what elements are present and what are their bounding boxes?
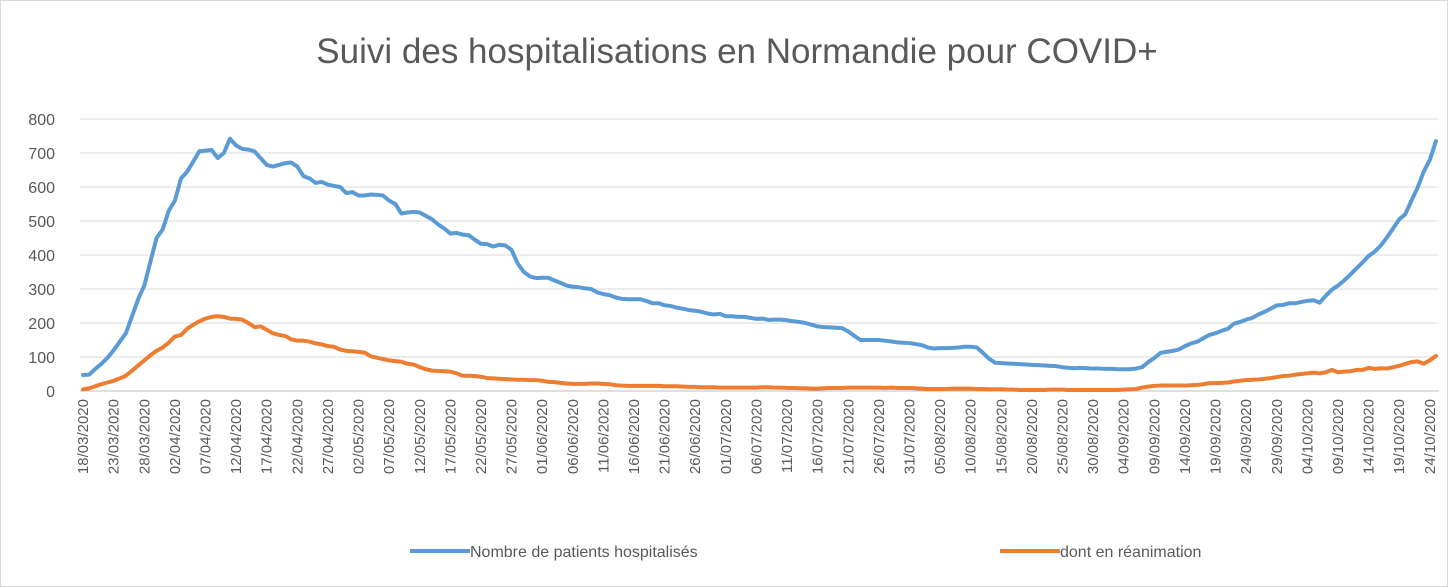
x-tick-label: 12/04/2020 xyxy=(228,399,245,474)
x-tick-label: 05/08/2020 xyxy=(932,399,949,474)
x-tick-label: 11/07/2020 xyxy=(779,399,796,473)
legend-label: Nombre de patients hospitalisés xyxy=(470,544,698,561)
x-tick-label: 17/05/2020 xyxy=(442,399,459,474)
x-tick-label: 19/10/2020 xyxy=(1391,399,1408,474)
x-tick-label: 24/10/2020 xyxy=(1422,399,1439,474)
x-tick-label: 19/09/2020 xyxy=(1208,399,1225,474)
x-tick-label: 15/08/2020 xyxy=(993,399,1010,474)
x-tick-label: 20/08/2020 xyxy=(1024,399,1041,474)
y-tick-label: 500 xyxy=(28,214,55,231)
x-tick-label: 31/07/2020 xyxy=(901,399,918,474)
x-tick-label: 07/05/2020 xyxy=(381,399,398,474)
y-tick-label: 0 xyxy=(46,384,55,401)
legend-label: dont en réanimation xyxy=(1060,544,1201,561)
x-tick-label: 06/07/2020 xyxy=(748,399,765,474)
x-tick-label: 01/07/2020 xyxy=(718,399,735,474)
x-tick-label: 21/06/2020 xyxy=(657,399,674,474)
x-tick-label: 09/10/2020 xyxy=(1330,399,1347,474)
x-tick-label: 16/06/2020 xyxy=(626,399,643,474)
y-tick-label: 600 xyxy=(28,180,55,197)
x-tick-label: 18/03/2020 xyxy=(75,399,92,474)
x-tick-label: 04/09/2020 xyxy=(1116,399,1133,474)
chart-title: Suivi des hospitalisations en Normandie … xyxy=(316,32,1157,71)
x-tick-label: 26/06/2020 xyxy=(687,399,704,474)
x-tick-label: 29/09/2020 xyxy=(1269,399,1286,474)
y-tick-label: 800 xyxy=(28,112,55,129)
y-tick-label: 700 xyxy=(28,146,55,163)
x-tick-label: 22/05/2020 xyxy=(473,399,490,474)
x-tick-label: 07/04/2020 xyxy=(197,399,214,474)
x-tick-label: 25/08/2020 xyxy=(1055,399,1072,474)
x-tick-label: 27/05/2020 xyxy=(504,399,521,474)
x-tick-label: 22/04/2020 xyxy=(289,399,306,474)
x-tick-label: 14/09/2020 xyxy=(1177,399,1194,474)
x-tick-label: 09/09/2020 xyxy=(1146,399,1163,474)
x-tick-label: 02/04/2020 xyxy=(167,399,184,474)
y-tick-label: 100 xyxy=(28,350,55,367)
y-tick-label: 400 xyxy=(28,248,55,265)
x-tick-label: 17/04/2020 xyxy=(259,399,276,474)
series-line xyxy=(81,314,1438,392)
x-tick-label: 10/08/2020 xyxy=(963,399,980,474)
x-tick-label: 04/10/2020 xyxy=(1299,399,1316,474)
series-line xyxy=(81,136,1438,378)
x-tick-label: 01/06/2020 xyxy=(534,399,551,474)
x-tick-label: 26/07/2020 xyxy=(871,399,888,474)
x-tick-label: 30/08/2020 xyxy=(1085,399,1102,474)
x-tick-label: 14/10/2020 xyxy=(1361,399,1378,474)
y-tick-label: 300 xyxy=(28,282,55,299)
x-tick-label: 16/07/2020 xyxy=(810,399,827,474)
y-tick-label: 200 xyxy=(28,316,55,333)
x-tick-label: 11/06/2020 xyxy=(595,399,612,473)
x-tick-label: 21/07/2020 xyxy=(840,399,857,474)
x-tick-label: 12/05/2020 xyxy=(412,399,429,474)
x-tick-label: 02/05/2020 xyxy=(351,399,368,474)
x-tick-label: 28/03/2020 xyxy=(136,399,153,474)
x-tick-label: 06/06/2020 xyxy=(565,399,582,474)
x-tick-label: 27/04/2020 xyxy=(320,399,337,474)
x-tick-label: 24/09/2020 xyxy=(1238,399,1255,474)
x-tick-label: 23/03/2020 xyxy=(106,399,123,474)
